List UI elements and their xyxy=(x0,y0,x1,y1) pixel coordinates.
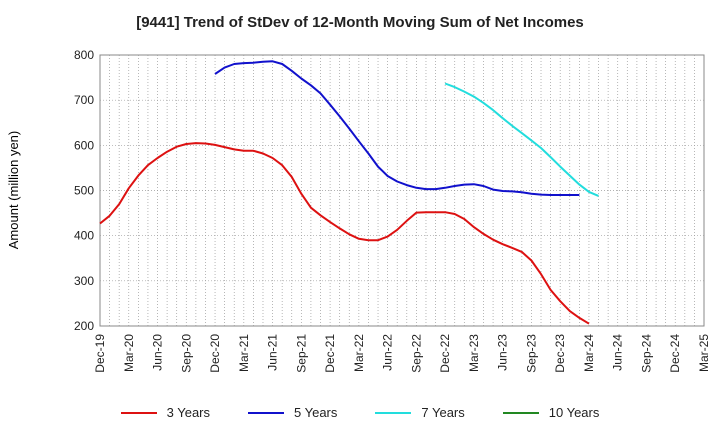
x-tick-label: Mar-24 xyxy=(582,334,596,372)
legend-item: 7 Years xyxy=(375,405,465,420)
y-tick-label: 800 xyxy=(74,48,94,62)
x-tick-label: Sep-23 xyxy=(524,334,538,373)
series-line-3-years xyxy=(99,142,590,325)
x-tick-label: Jun-20 xyxy=(151,334,165,371)
y-tick-label: 600 xyxy=(74,138,94,152)
x-tick-label: Mar-25 xyxy=(697,334,711,372)
x-tick-label: Dec-22 xyxy=(438,334,452,373)
grid-layer xyxy=(100,55,704,326)
series-layer xyxy=(99,60,599,325)
legend-label: 3 Years xyxy=(166,405,210,420)
y-tick-label: 200 xyxy=(74,319,94,333)
y-axis-ticks: 200 300 400 500 600 700 800 xyxy=(74,48,94,333)
x-tick-label: Jun-24 xyxy=(611,334,625,371)
legend-item: 10 Years xyxy=(502,405,600,420)
series-line-7-years xyxy=(444,82,599,197)
legend-swatch xyxy=(248,411,284,414)
x-tick-label: Mar-23 xyxy=(467,334,481,372)
x-tick-label: Mar-20 xyxy=(122,334,136,372)
legend-label: 5 Years xyxy=(294,405,338,420)
x-tick-label: Jun-21 xyxy=(266,334,280,371)
x-tick-label: Dec-20 xyxy=(208,334,222,373)
x-tick-label: Mar-21 xyxy=(237,334,251,372)
y-tick-label: 400 xyxy=(74,229,94,243)
series-line-5-years xyxy=(214,60,580,196)
legend-label: 10 Years xyxy=(548,405,600,420)
x-tick-label: Sep-20 xyxy=(179,334,193,373)
x-tick-label: Mar-22 xyxy=(352,334,366,372)
y-axis-label: Amount (million yen) xyxy=(6,131,21,250)
x-tick-label: Dec-23 xyxy=(553,334,567,373)
y-tick-label: 500 xyxy=(74,184,94,198)
legend: 3 Years 5 Years 7 Years 10 Years xyxy=(0,405,720,420)
y-tick-label: 700 xyxy=(74,93,94,107)
x-tick-label: Dec-19 xyxy=(93,334,107,373)
x-tick-label: Dec-21 xyxy=(323,334,337,373)
x-tick-label: Sep-24 xyxy=(639,334,653,373)
legend-label: 7 Years xyxy=(421,405,465,420)
legend-swatch xyxy=(502,411,539,414)
x-axis-ticks: Dec-19 Mar-20 Jun-20 Sep-20 Dec-20 Mar-21 Jun-… xyxy=(93,334,711,373)
legend-swatch xyxy=(120,411,157,414)
x-tick-label: Jun-23 xyxy=(496,334,510,371)
x-tick-label: Jun-22 xyxy=(381,334,395,371)
x-tick-label: Sep-21 xyxy=(294,334,308,373)
legend-item: 3 Years xyxy=(120,405,210,420)
y-tick-label: 300 xyxy=(74,274,94,288)
legend-swatch xyxy=(375,411,412,414)
x-tick-label: Dec-24 xyxy=(668,334,682,373)
chart-title: [9441] Trend of StDev of 12-Month Moving… xyxy=(136,14,584,31)
legend-item: 5 Years xyxy=(248,405,337,420)
x-tick-label: Sep-22 xyxy=(409,334,423,373)
